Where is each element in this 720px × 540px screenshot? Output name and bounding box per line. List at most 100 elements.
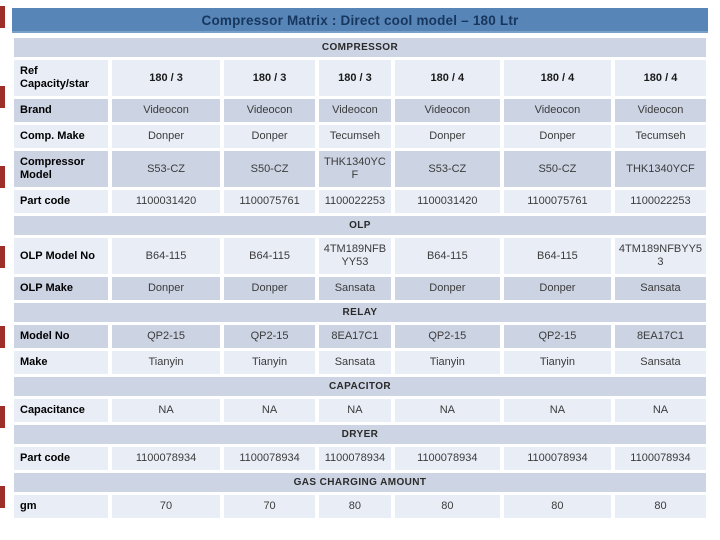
matrix-table: COMPRESSOR Ref Capacity/star 180 / 3 180 / … bbox=[10, 35, 710, 521]
cell-value: THK1340YCF bbox=[614, 151, 706, 187]
cell-value: 1100078934 bbox=[111, 447, 221, 470]
table-row: Comp. Make Donper Donper Tecumseh Donper Donp… bbox=[14, 125, 706, 148]
cell-value: Videocon bbox=[319, 99, 391, 122]
row-label: Comp. Make bbox=[14, 125, 108, 148]
cell-value: Tianyin bbox=[224, 351, 316, 374]
cell-value: S50-CZ bbox=[224, 151, 316, 187]
cell-value: Sansata bbox=[614, 277, 706, 300]
cell-value: 1100022253 bbox=[614, 190, 706, 213]
cell-value: 1100031420 bbox=[111, 190, 221, 213]
table-row: Capacitance NA NA NA NA NA NA bbox=[14, 399, 706, 422]
cell-value: Sansata bbox=[319, 277, 391, 300]
cell-value: 8EA17C1 bbox=[614, 325, 706, 348]
cell-value: NA bbox=[394, 399, 500, 422]
section-header: RELAY bbox=[14, 303, 706, 322]
section-row: OLP bbox=[14, 216, 706, 235]
cell-value: 1100031420 bbox=[394, 190, 500, 213]
cell-value: 80 bbox=[394, 495, 500, 518]
cell-value: B64-115 bbox=[224, 238, 316, 274]
cell-value: QP2-15 bbox=[224, 325, 316, 348]
cell-value: 1100075761 bbox=[503, 190, 611, 213]
cell-value: QP2-15 bbox=[111, 325, 221, 348]
table-row: Part code 1100078934 1100078934 1100078934 1… bbox=[14, 447, 706, 470]
cell-value: 8EA17C1 bbox=[319, 325, 391, 348]
table-row: gm 70 70 80 80 80 80 bbox=[14, 495, 706, 518]
cell-value: S50-CZ bbox=[503, 151, 611, 187]
section-header: GAS CHARGING AMOUNT bbox=[14, 473, 706, 492]
cell-value: THK1340YCF bbox=[319, 151, 391, 187]
cell-value: Videocon bbox=[224, 99, 316, 122]
section-row: GAS CHARGING AMOUNT bbox=[14, 473, 706, 492]
cell-value: S53-CZ bbox=[111, 151, 221, 187]
cell-value: Tecumseh bbox=[614, 125, 706, 148]
slide-content: Compressor Matrix : Direct cool model – … bbox=[10, 8, 710, 521]
cell-value: 180 / 3 bbox=[111, 60, 221, 96]
table-row: OLP Model No B64-115 B64-115 4TM189NFB YY53… bbox=[14, 238, 706, 274]
cell-value: 4TM189NFB YY53 bbox=[319, 238, 391, 274]
cell-value: NA bbox=[614, 399, 706, 422]
cell-value: Videocon bbox=[614, 99, 706, 122]
cell-value: Donper bbox=[111, 277, 221, 300]
row-label: Part code bbox=[14, 190, 108, 213]
cell-value: B64-115 bbox=[111, 238, 221, 274]
section-row: COMPRESSOR bbox=[14, 38, 706, 57]
row-label: Ref Capacity/star bbox=[14, 60, 108, 96]
cell-value: Videocon bbox=[394, 99, 500, 122]
row-label: OLP Make bbox=[14, 277, 108, 300]
cell-value: Tianyin bbox=[111, 351, 221, 374]
section-header: CAPACITOR bbox=[14, 377, 706, 396]
cell-value: Sansata bbox=[319, 351, 391, 374]
cell-value: 80 bbox=[503, 495, 611, 518]
section-row: DRYER bbox=[14, 425, 706, 444]
cell-value: Tianyin bbox=[503, 351, 611, 374]
slide-title: Compressor Matrix : Direct cool model – … bbox=[12, 8, 708, 33]
cell-value: 180 / 4 bbox=[614, 60, 706, 96]
row-label: Compressor Model bbox=[14, 151, 108, 187]
table-row: Compressor Model S53-CZ S50-CZ THK1340YCF S5… bbox=[14, 151, 706, 187]
cell-value: QP2-15 bbox=[394, 325, 500, 348]
left-accent-dashes bbox=[0, 6, 5, 536]
cell-value: 1100078934 bbox=[394, 447, 500, 470]
section-header: COMPRESSOR bbox=[14, 38, 706, 57]
cell-value: Donper bbox=[503, 277, 611, 300]
cell-value: Donper bbox=[111, 125, 221, 148]
row-label: OLP Model No bbox=[14, 238, 108, 274]
cell-value: QP2-15 bbox=[503, 325, 611, 348]
cell-value: 180 / 4 bbox=[394, 60, 500, 96]
cell-value: Donper bbox=[224, 277, 316, 300]
cell-value: NA bbox=[503, 399, 611, 422]
cell-value: 180 / 4 bbox=[503, 60, 611, 96]
cell-value: S53-CZ bbox=[394, 151, 500, 187]
cell-value: NA bbox=[111, 399, 221, 422]
section-header: OLP bbox=[14, 216, 706, 235]
table-row: Model No QP2-15 QP2-15 8EA17C1 QP2-15 QP2-15 8… bbox=[14, 325, 706, 348]
cell-value: Donper bbox=[394, 277, 500, 300]
row-label: gm bbox=[14, 495, 108, 518]
row-label: Capacitance bbox=[14, 399, 108, 422]
cell-value: 1100075761 bbox=[224, 190, 316, 213]
row-label: Part code bbox=[14, 447, 108, 470]
cell-value: NA bbox=[224, 399, 316, 422]
cell-value: 180 / 3 bbox=[224, 60, 316, 96]
row-label: Make bbox=[14, 351, 108, 374]
cell-value: Tecumseh bbox=[319, 125, 391, 148]
cell-value: 70 bbox=[111, 495, 221, 518]
row-label: Model No bbox=[14, 325, 108, 348]
cell-value: 1100078934 bbox=[503, 447, 611, 470]
table-row: Part code 1100031420 1100075761 1100022253 1… bbox=[14, 190, 706, 213]
cell-value: 80 bbox=[319, 495, 391, 518]
cell-value: Donper bbox=[503, 125, 611, 148]
cell-value: 1100022253 bbox=[319, 190, 391, 213]
cell-value: Videocon bbox=[503, 99, 611, 122]
cell-value: 1100078934 bbox=[319, 447, 391, 470]
cell-value: B64-115 bbox=[394, 238, 500, 274]
cell-value: Tianyin bbox=[394, 351, 500, 374]
cell-value: 180 / 3 bbox=[319, 60, 391, 96]
section-row: CAPACITOR bbox=[14, 377, 706, 396]
cell-value: 4TM189NFBYY53 bbox=[614, 238, 706, 274]
cell-value: Donper bbox=[394, 125, 500, 148]
cell-value: Sansata bbox=[614, 351, 706, 374]
cell-value: 80 bbox=[614, 495, 706, 518]
table-row: Make Tianyin Tianyin Sansata Tianyin Tianyin S… bbox=[14, 351, 706, 374]
